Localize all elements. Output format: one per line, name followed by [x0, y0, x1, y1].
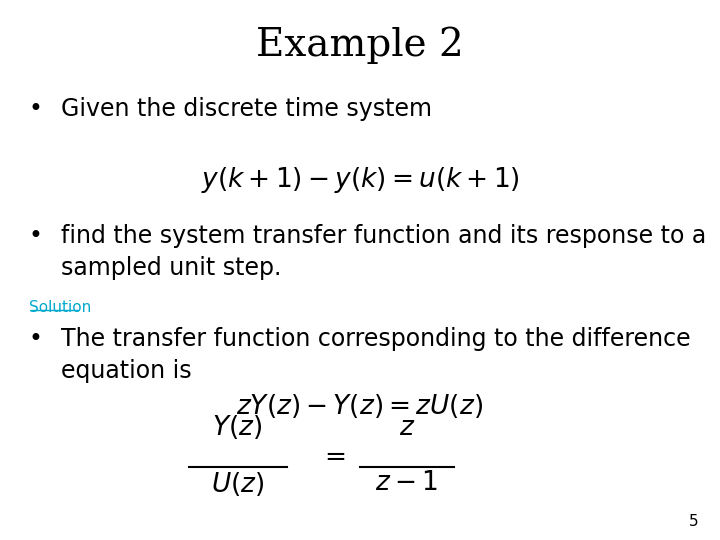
Text: sampled unit step.: sampled unit step. — [61, 256, 282, 280]
Text: $z$: $z$ — [399, 415, 415, 441]
Text: Solution: Solution — [29, 300, 91, 315]
Text: equation is: equation is — [61, 359, 192, 383]
Text: find the system transfer function and its response to a: find the system transfer function and it… — [61, 224, 706, 248]
Text: Given the discrete time system: Given the discrete time system — [61, 97, 432, 121]
Text: $Y(z)$: $Y(z)$ — [212, 413, 263, 441]
Text: •: • — [29, 327, 42, 350]
Text: •: • — [29, 97, 42, 121]
Text: The transfer function corresponding to the difference: The transfer function corresponding to t… — [61, 327, 690, 350]
Text: 5: 5 — [689, 514, 698, 529]
Text: $zY(z) - Y(z) = zU(z)$: $zY(z) - Y(z) = zU(z)$ — [236, 392, 484, 420]
Text: $U(z)$: $U(z)$ — [211, 470, 264, 498]
Text: •: • — [29, 224, 42, 248]
Text: Example 2: Example 2 — [256, 27, 464, 64]
Text: $=$: $=$ — [320, 443, 346, 469]
Text: $y(k+1) - y(k) = u(k+1)$: $y(k+1) - y(k) = u(k+1)$ — [201, 165, 519, 195]
Text: $z-1$: $z-1$ — [375, 470, 438, 496]
